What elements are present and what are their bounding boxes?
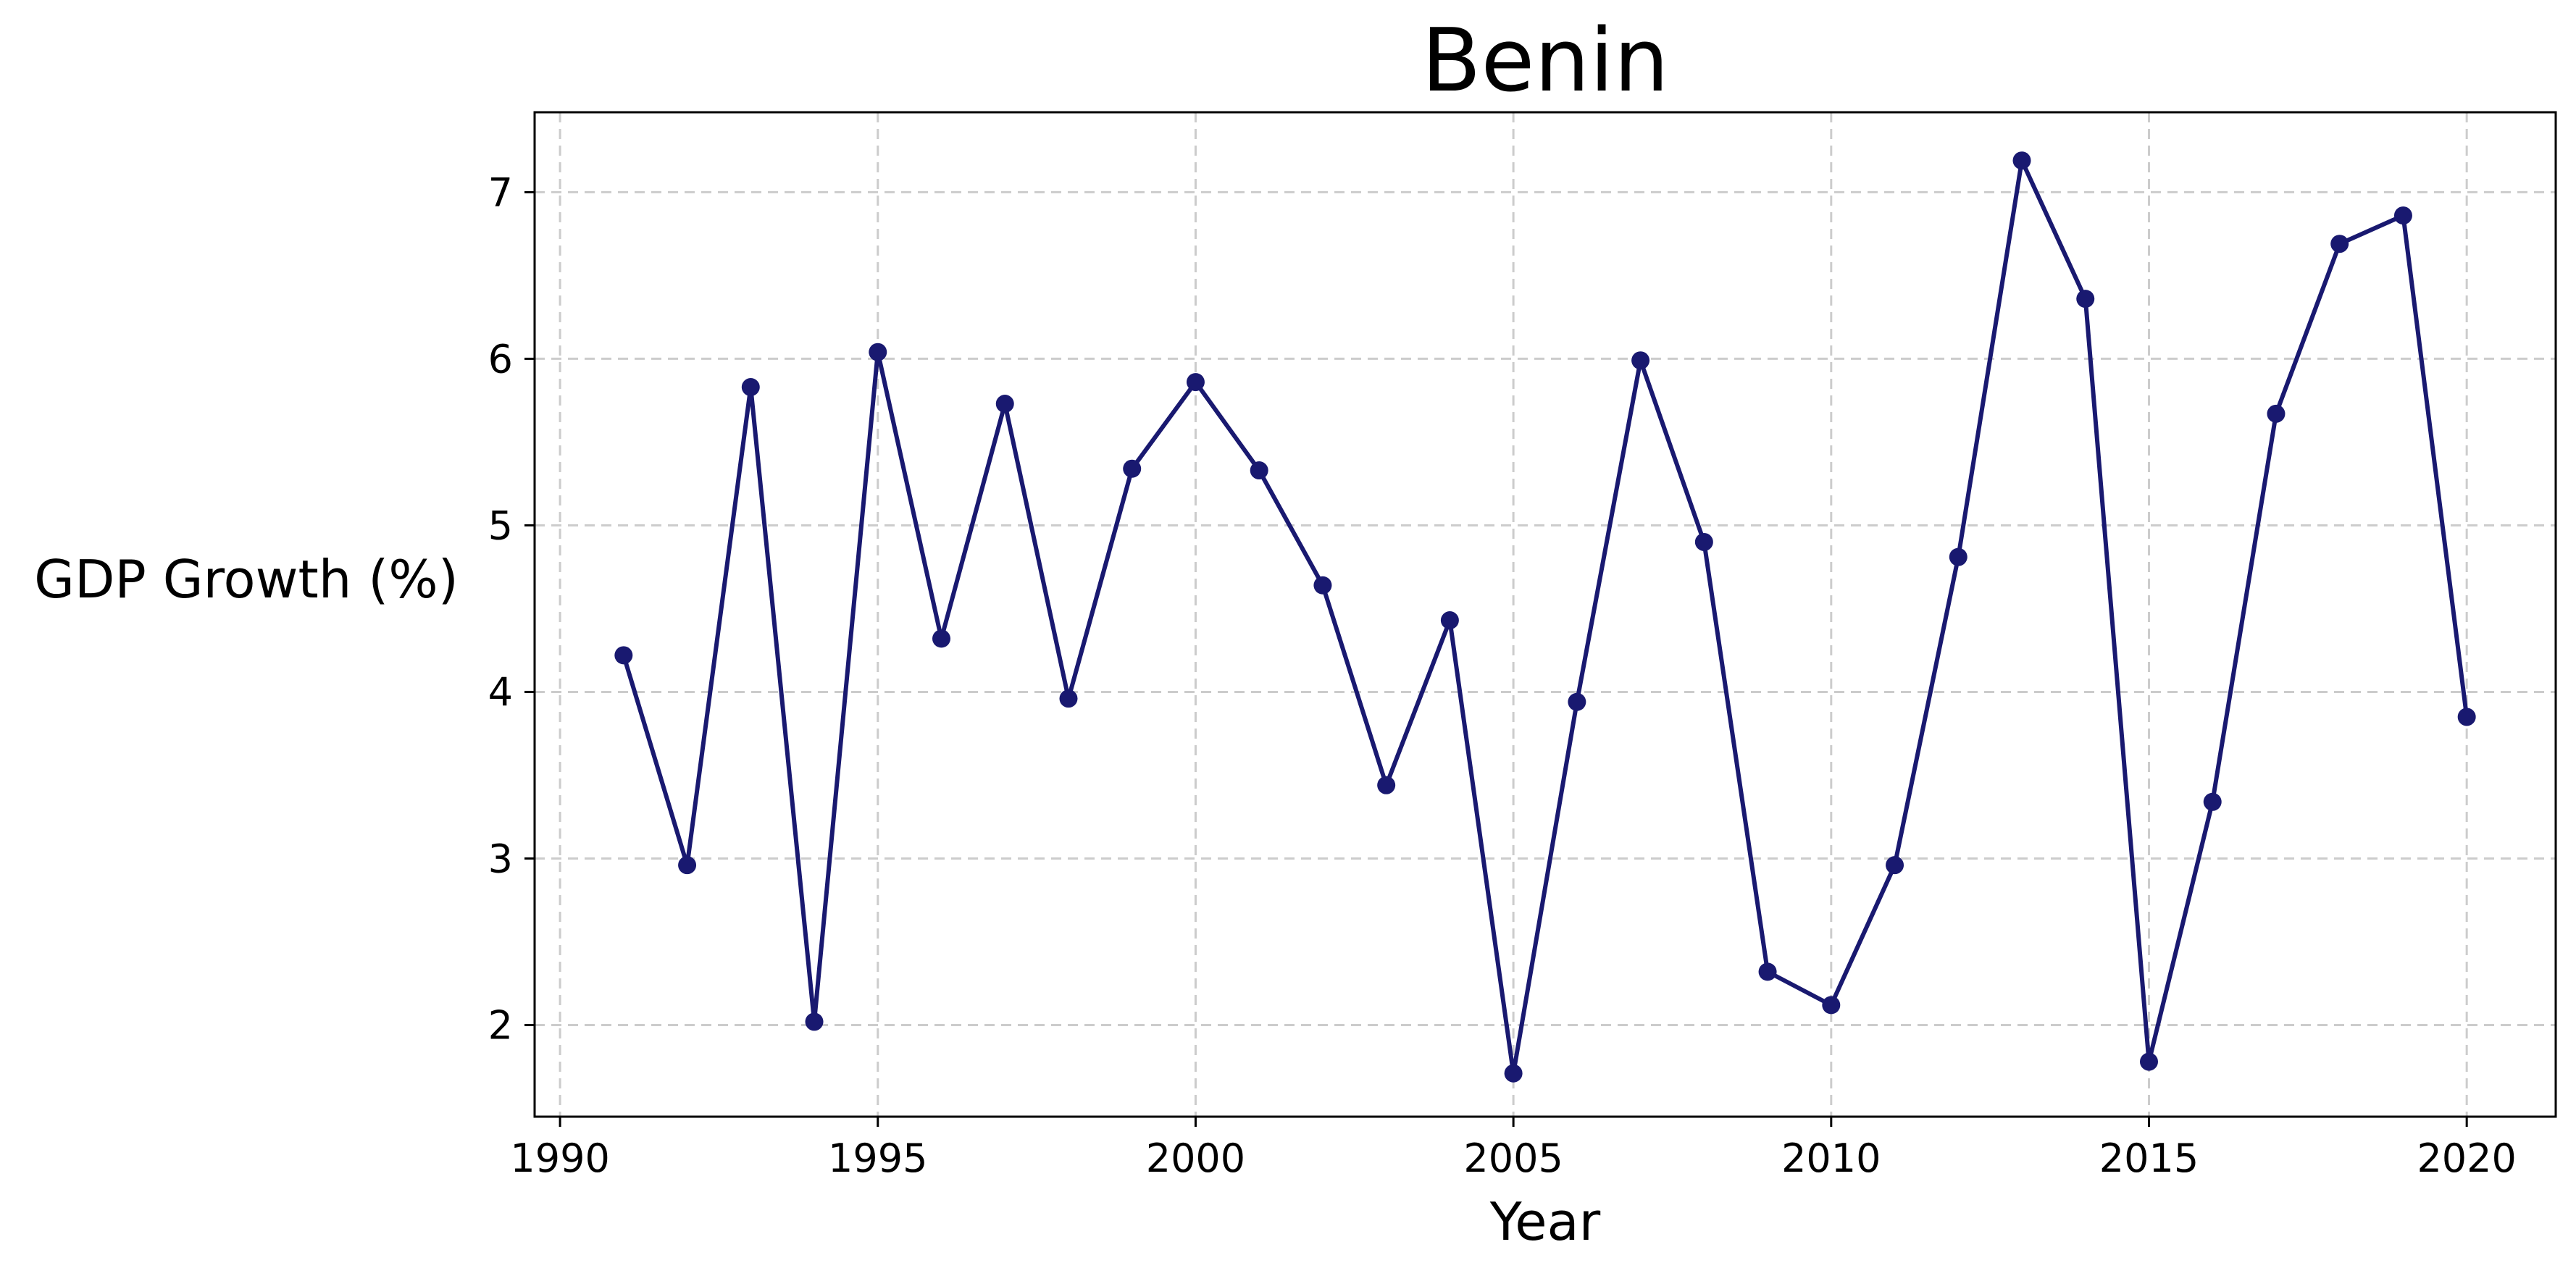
data-point [1440,611,1459,630]
data-point [1758,962,1777,981]
x-tick-label: 2005 [1463,1136,1563,1181]
y-tick-label: 6 [488,336,513,382]
data-point [805,1012,824,1031]
grid-layer [535,112,2556,1117]
x-tick-label: 2020 [2417,1136,2516,1181]
data-point [614,646,633,665]
data-point [1123,459,1142,478]
data-point [932,629,951,648]
data-point [741,378,760,397]
data-point [2139,1052,2158,1071]
data-point [1568,692,1586,711]
data-point [2076,290,2095,308]
data-point [1694,532,1713,551]
data-point [1377,776,1396,794]
y-tick-label: 4 [488,669,513,715]
y-axis-label: GDP Growth (%) [34,549,459,610]
data-point [2393,206,2412,225]
x-tick-label: 2015 [2099,1136,2199,1181]
y-tick-label: 7 [488,169,513,215]
data-point [1313,576,1332,595]
data-point [1059,689,1078,708]
data-point [869,343,887,361]
ticks-layer: 1990 1995 2000 2005 2010 2015 2020 2 3 4 5 6 7 [488,169,2517,1181]
data-point [1186,373,1205,392]
series-line [621,158,2470,1076]
x-tick-label: 2000 [1146,1136,1245,1181]
plot-frame [533,111,2557,1118]
data-point [1822,996,1841,1015]
data-point [1949,547,1967,566]
x-tick-label: 1995 [828,1136,927,1181]
data-point [2012,151,2031,170]
x-tick-label: 2010 [1781,1136,1881,1181]
chart-title: Benin [1421,11,1669,112]
data-point [2457,708,2476,726]
y-tick-label: 2 [488,1002,513,1048]
data-point [1631,351,1650,370]
data-point [1504,1064,1523,1083]
data-point [2203,792,2222,811]
data-point [1250,461,1268,480]
series-layer [614,151,2476,1083]
data-point [2267,404,2286,423]
x-tick-label: 1990 [510,1136,609,1181]
y-tick-label: 3 [488,836,513,881]
x-axis-label: Year [1489,1191,1601,1252]
data-point [995,395,1014,414]
data-point [678,856,697,875]
y-tick-label: 5 [488,503,513,548]
data-point [1886,856,1904,875]
data-point [2330,235,2349,253]
